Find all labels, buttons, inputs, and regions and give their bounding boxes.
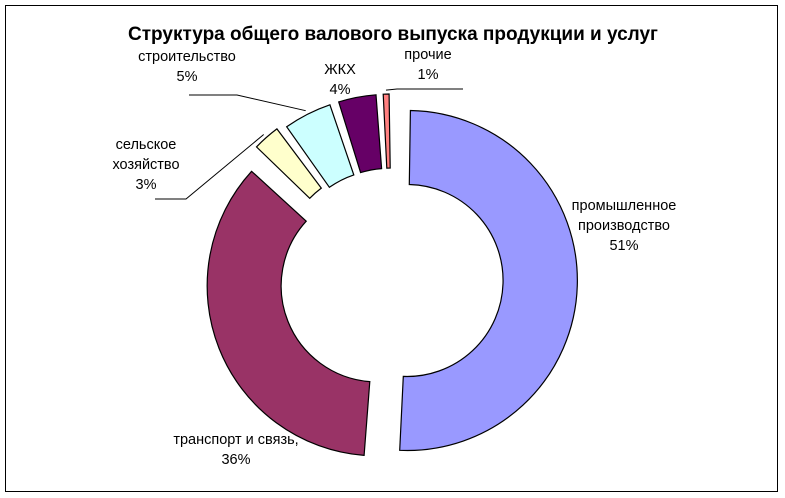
chart-title: Структура общего валового выпуска продук… xyxy=(128,24,658,45)
label-transport: транспорт и связь, 36% xyxy=(173,432,298,468)
slice-industry xyxy=(399,109,578,452)
chart-frame xyxy=(5,5,778,492)
slice-transport xyxy=(206,170,371,457)
label-construction: строительство 5% xyxy=(138,49,236,85)
label-other-line: 1% xyxy=(418,67,439,83)
label-industry-line: производство xyxy=(578,218,670,234)
labels-group: промышленное производство 51% транспорт и с… xyxy=(112,47,676,468)
slice-other xyxy=(382,93,391,169)
label-industry-line: промышленное xyxy=(572,198,677,214)
leader-line-agriculture xyxy=(155,134,265,200)
label-housing: ЖКХ 4% xyxy=(324,62,356,98)
label-transport-line: 36% xyxy=(221,452,250,468)
label-construction-line: строительство xyxy=(138,49,236,65)
slices-group xyxy=(206,93,578,457)
slice-housing xyxy=(337,94,383,174)
label-housing-line: 4% xyxy=(330,82,351,98)
leader-line-construction xyxy=(189,94,306,112)
label-other: прочие 1% xyxy=(404,47,451,83)
label-other-line: прочие xyxy=(404,47,451,63)
slice-agriculture xyxy=(255,128,323,200)
label-agriculture-line: сельское xyxy=(116,137,177,153)
label-agriculture-line: 3% xyxy=(136,177,157,193)
slice-construction xyxy=(285,104,355,189)
label-agriculture-line: хозяйство xyxy=(112,157,179,173)
label-transport-line: транспорт и связь, xyxy=(173,432,298,448)
label-housing-line: ЖКХ xyxy=(324,62,356,78)
label-industry-line: 51% xyxy=(609,238,638,254)
label-construction-line: 5% xyxy=(177,69,198,85)
label-industry: промышленное производство 51% xyxy=(572,198,677,254)
label-agriculture: сельское хозяйство 3% xyxy=(112,137,179,193)
leader-lines-group xyxy=(155,88,463,200)
leader-line-other xyxy=(385,88,463,91)
